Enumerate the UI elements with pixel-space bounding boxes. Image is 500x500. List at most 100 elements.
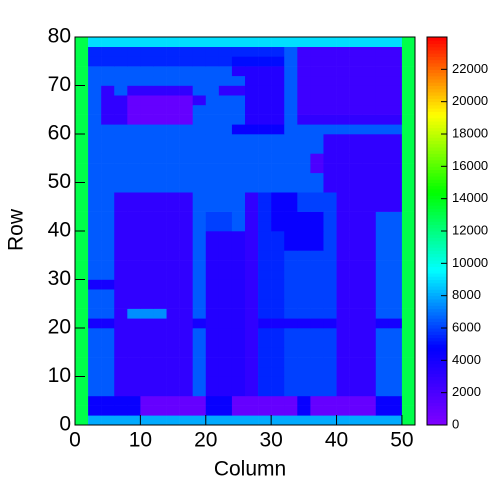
cell xyxy=(75,153,89,164)
cell xyxy=(349,85,363,96)
cell xyxy=(258,114,272,125)
cell xyxy=(153,75,167,86)
cell xyxy=(349,386,363,397)
cell xyxy=(375,95,390,106)
cell xyxy=(192,201,207,212)
cell xyxy=(258,308,272,319)
cell xyxy=(349,395,363,406)
cell xyxy=(284,395,298,406)
cell xyxy=(336,163,350,174)
cell xyxy=(75,405,89,416)
cell xyxy=(166,415,180,426)
cell xyxy=(153,211,167,222)
cell xyxy=(388,201,403,212)
colorbar-segment xyxy=(427,201,447,206)
cell xyxy=(114,95,128,106)
cell xyxy=(166,66,180,77)
cell xyxy=(114,201,128,212)
cell xyxy=(127,308,141,319)
cell xyxy=(336,124,350,135)
cell xyxy=(179,395,193,406)
cell xyxy=(310,250,324,261)
cell xyxy=(140,415,154,426)
cell xyxy=(271,163,285,174)
cell xyxy=(166,357,180,368)
cell xyxy=(101,66,115,77)
colorbar-segment xyxy=(427,140,447,145)
colorbar-segment xyxy=(427,402,447,407)
cell xyxy=(336,143,350,154)
cell xyxy=(284,211,298,222)
cell xyxy=(388,260,403,271)
cell xyxy=(218,298,233,309)
cell xyxy=(127,318,141,329)
cell xyxy=(75,66,89,77)
cell xyxy=(297,260,311,271)
cell xyxy=(179,221,193,232)
cell xyxy=(297,415,311,426)
cell xyxy=(362,221,377,232)
cell xyxy=(336,211,350,222)
colorbar-segment xyxy=(427,363,447,368)
x-tick-label: 0 xyxy=(69,429,81,452)
colorbar-segment xyxy=(427,104,447,109)
cell xyxy=(336,66,350,77)
cell xyxy=(336,289,350,300)
cell xyxy=(388,250,403,261)
colorbar-segment xyxy=(427,347,447,352)
cell xyxy=(258,37,272,47)
cell xyxy=(140,46,154,57)
cell xyxy=(310,66,324,77)
cell xyxy=(218,395,233,406)
cell xyxy=(271,366,285,377)
cell xyxy=(245,134,259,144)
cell xyxy=(245,269,259,280)
cell xyxy=(245,357,259,368)
cell xyxy=(127,279,141,290)
cell xyxy=(140,298,154,309)
colorbar-segment xyxy=(427,328,447,332)
cell xyxy=(140,405,154,416)
colorbar-segment xyxy=(427,386,447,390)
cell xyxy=(310,415,324,426)
cell xyxy=(271,182,285,193)
cell xyxy=(362,405,377,416)
cell xyxy=(127,172,141,183)
cell xyxy=(349,289,363,300)
cell xyxy=(245,182,259,193)
cell xyxy=(88,192,102,203)
cell xyxy=(258,46,272,57)
colorbar-segment xyxy=(427,169,447,174)
cell xyxy=(205,201,220,212)
cell xyxy=(127,192,141,203)
cell xyxy=(349,192,363,203)
cell xyxy=(127,163,141,174)
cell xyxy=(336,114,350,125)
cell xyxy=(192,231,207,241)
cell xyxy=(192,337,207,348)
cell xyxy=(75,221,89,232)
cell xyxy=(323,134,337,144)
cell xyxy=(166,318,180,329)
cell xyxy=(362,328,377,338)
cell xyxy=(362,231,377,241)
cell xyxy=(284,75,298,86)
y-tick-label: 20 xyxy=(48,316,71,339)
cell xyxy=(231,104,246,115)
colorbar-segment xyxy=(427,253,447,258)
cell xyxy=(153,134,167,144)
cell xyxy=(401,114,416,125)
cell xyxy=(401,95,416,106)
cell xyxy=(297,366,311,377)
cell xyxy=(388,298,403,309)
colorbar-segment xyxy=(427,56,447,61)
cell xyxy=(153,405,167,416)
cell xyxy=(297,221,311,232)
cell xyxy=(284,143,298,154)
cell xyxy=(271,134,285,144)
cell xyxy=(140,104,154,115)
cell xyxy=(75,124,89,135)
colorbar-segment xyxy=(427,205,447,209)
colorbar-segment xyxy=(427,370,447,374)
cell xyxy=(271,56,285,67)
